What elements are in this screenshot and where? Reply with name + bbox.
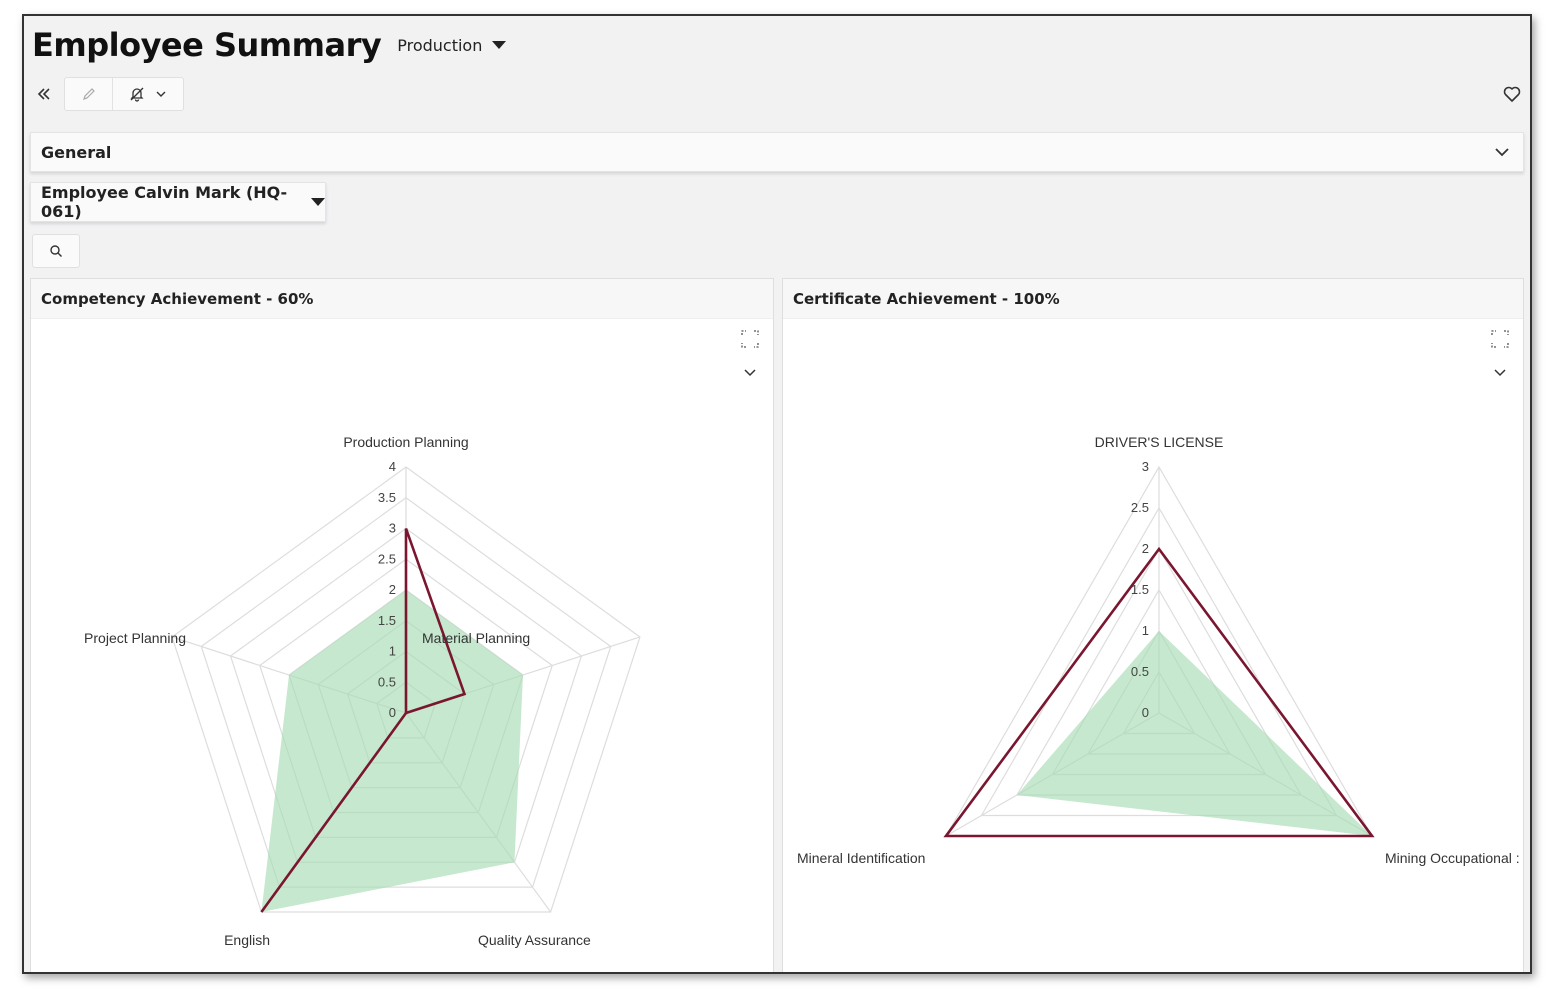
heart-icon bbox=[1503, 86, 1521, 102]
tool-group bbox=[64, 77, 184, 111]
collapse-sidebar-button[interactable] bbox=[30, 78, 58, 110]
expand-button[interactable] bbox=[1490, 329, 1510, 349]
tick-label: 0.5 bbox=[378, 674, 396, 689]
tick-label: 2.5 bbox=[1131, 500, 1149, 515]
notifications-dropdown-button[interactable] bbox=[113, 78, 183, 110]
general-section-title: General bbox=[41, 142, 112, 162]
certificate-radar-chart: 0 0.5 1 1.5 2 2.5 3 DRIVER'S LICENSE Mining Occu… bbox=[797, 434, 1520, 866]
chart-options-button[interactable] bbox=[1492, 365, 1508, 381]
search-icon bbox=[50, 245, 62, 257]
chevron-down-icon bbox=[1494, 369, 1506, 377]
caret-down-icon bbox=[311, 198, 325, 206]
employee-filter-label: Employee Calvin Mark (HQ-061) bbox=[41, 183, 288, 221]
tick-label: 1.5 bbox=[1131, 582, 1149, 597]
certificate-panel-header: Certificate Achievement - 100% bbox=[783, 279, 1523, 319]
tick-label: 3.5 bbox=[378, 490, 396, 505]
tick-label: 0 bbox=[389, 705, 396, 720]
chevron-down-icon bbox=[156, 91, 166, 97]
page-title: Employee Summary bbox=[32, 26, 382, 64]
competency-panel-header: Competency Achievement - 60% bbox=[31, 279, 773, 319]
title-row: Employee Summary Production bbox=[32, 22, 507, 68]
context-dropdown[interactable]: Production bbox=[397, 35, 507, 55]
search-button[interactable] bbox=[32, 234, 80, 268]
certificate-panel: Certificate Achievement - 100% 0 0.5 1 1.5 2… bbox=[782, 278, 1524, 972]
tick-label: 0 bbox=[1142, 705, 1149, 720]
axis-label: Material Planning bbox=[422, 630, 530, 646]
context-label: Production bbox=[397, 35, 483, 55]
tick-label: 3 bbox=[1142, 459, 1149, 474]
tick-label: 2 bbox=[389, 582, 396, 597]
tick-label: 1 bbox=[1142, 623, 1149, 638]
employee-filter-dropdown[interactable]: Employee Calvin Mark (HQ-061) bbox=[30, 182, 326, 222]
tick-label: 1.5 bbox=[378, 613, 396, 628]
double-chevron-left-icon bbox=[37, 88, 50, 100]
axis-label: DRIVER'S LICENSE bbox=[1095, 434, 1224, 450]
competency-panel-tools bbox=[737, 329, 763, 381]
certificate-chart-area: 0 0.5 1 1.5 2 2.5 3 DRIVER'S LICENSE Mining Occu… bbox=[783, 319, 1523, 972]
tick-label: 0.5 bbox=[1131, 664, 1149, 679]
toolbar bbox=[30, 76, 184, 112]
app-window: Employee Summary Production bbox=[22, 14, 1532, 974]
expand-icon bbox=[1491, 330, 1509, 348]
grid-ring bbox=[171, 466, 641, 913]
series-actual bbox=[943, 546, 1375, 838]
bell-off-icon bbox=[130, 87, 144, 102]
pencil-icon bbox=[82, 88, 95, 100]
edit-button[interactable] bbox=[65, 78, 113, 110]
tick-label: 3 bbox=[389, 521, 396, 536]
series-actual bbox=[260, 528, 467, 913]
axis-label: English bbox=[224, 932, 270, 948]
series-target bbox=[1016, 631, 1373, 836]
expand-icon bbox=[741, 330, 759, 348]
axis-label: Mineral Identification bbox=[797, 850, 925, 866]
tick-label: 2 bbox=[1142, 541, 1149, 556]
caret-down-icon bbox=[492, 41, 507, 49]
chevron-down-icon bbox=[744, 369, 756, 377]
expand-button[interactable] bbox=[740, 329, 760, 349]
tick-label: 1 bbox=[389, 644, 396, 659]
axis-label: Project Planning bbox=[84, 630, 186, 646]
grid-ring bbox=[200, 497, 612, 888]
grid-ring bbox=[980, 506, 1338, 817]
competency-panel-title: Competency Achievement - 60% bbox=[41, 289, 314, 308]
certificate-panel-title: Certificate Achievement - 100% bbox=[793, 289, 1060, 308]
competency-radar-chart: 0 0.5 1 1.5 2 2.5 3 3.5 4 Production Planning Mate… bbox=[84, 434, 641, 948]
tick-label: 4 bbox=[389, 459, 396, 474]
chart-options-button[interactable] bbox=[742, 365, 758, 381]
series-target bbox=[261, 590, 523, 913]
axis-label: Quality Assurance bbox=[478, 932, 591, 948]
favorite-button[interactable] bbox=[1500, 82, 1524, 106]
chevron-down-icon bbox=[1495, 148, 1509, 157]
axis-label: Production Planning bbox=[343, 434, 468, 450]
tick-label: 2.5 bbox=[378, 551, 396, 566]
competency-panel: Competency Achievement - 60% 0 0.5 1 1.5 2 2.… bbox=[30, 278, 774, 972]
certificate-panel-tools bbox=[1487, 329, 1513, 381]
axis-label: Mining Occupational : bbox=[1385, 850, 1520, 866]
general-section-header[interactable]: General bbox=[30, 132, 1524, 172]
competency-chart-area: 0 0.5 1 1.5 2 2.5 3 3.5 4 Production Planning Mate… bbox=[31, 319, 773, 972]
